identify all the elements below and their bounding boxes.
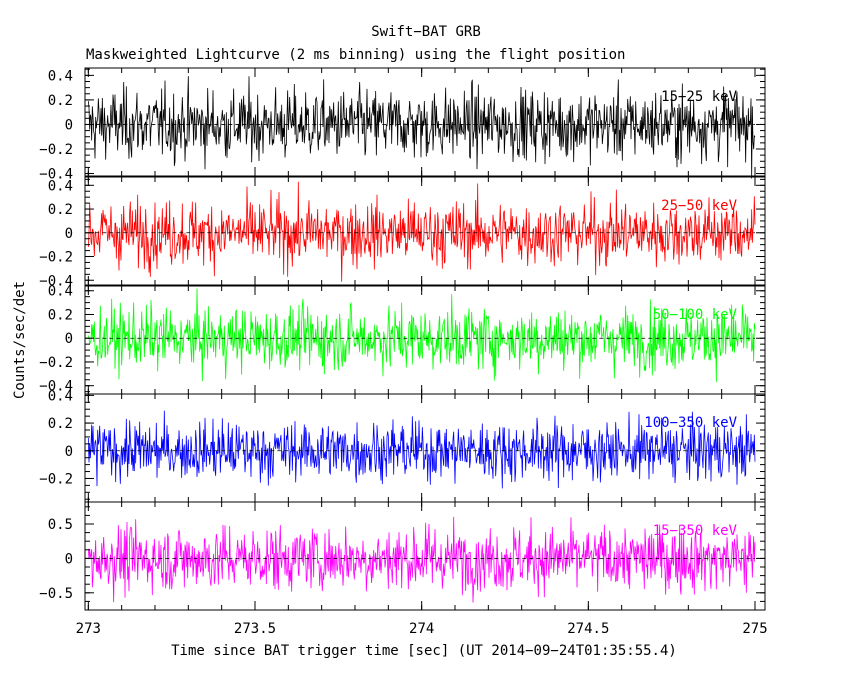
- y-tick-label-3-3: 0.2: [48, 307, 73, 323]
- series-label-1: 15−25 keV: [661, 89, 737, 105]
- y-tick-label-2-4: 0.4: [48, 178, 73, 194]
- chart-title: Swift−BAT GRB: [371, 24, 481, 40]
- y-tick-label-1-3: 0.2: [48, 93, 73, 109]
- y-axis-label: Counts/sec/det: [12, 281, 28, 399]
- y-tick-label-3-2: 0: [65, 331, 73, 347]
- y-tick-label-2-1: −0.2: [39, 250, 73, 266]
- y-tick-label-4-3: 0.4: [48, 388, 73, 404]
- series-line-1: [87, 76, 756, 179]
- series-line-4: [87, 410, 756, 489]
- x-tick-label-0: 273: [76, 621, 101, 637]
- y-tick-label-4-2: 0.2: [48, 416, 73, 432]
- series-line-3: [87, 288, 756, 383]
- x-tick-label-2: 274: [409, 621, 434, 637]
- x-tick-label-4: 275: [742, 621, 767, 637]
- panels: −0.4 −0.2 0 0.2 0.4 15−25 keV −0.4 −0.2 0 0.2 0.4 2…: [39, 67, 768, 637]
- y-tick-label-2-0: −0.4: [39, 273, 73, 289]
- series-label-3: 50−100 keV: [653, 307, 738, 323]
- y-tick-label-3-0: −0.4: [39, 379, 73, 395]
- y-tick-label-1-1: −0.2: [39, 142, 73, 158]
- y-tick-label-1-0: −0.4: [39, 167, 73, 183]
- y-tick-label-1-4: 0.4: [48, 68, 73, 84]
- series-label-2: 25−50 keV: [661, 198, 737, 214]
- y-tick-label-1-2: 0: [65, 117, 73, 133]
- y-tick-label-5-1: 0: [65, 551, 73, 567]
- panel-3: −0.4 −0.2 0 0.2 0.4 50−100 keV: [39, 284, 766, 395]
- x-axis-label: Time since BAT trigger time [sec] (UT 20…: [171, 643, 677, 659]
- panel-frame-2: [84, 176, 766, 286]
- panel-1: −0.4 −0.2 0 0.2 0.4 15−25 keV: [39, 67, 766, 183]
- panel-frame-1: [84, 67, 766, 177]
- y-tick-label-4-1: 0: [65, 444, 73, 460]
- y-tick-label-3-1: −0.2: [39, 355, 73, 371]
- x-tick-label-3: 274.5: [567, 621, 609, 637]
- series-line-5: [87, 516, 756, 603]
- y-tick-label-5-0: −0.5: [39, 586, 73, 602]
- panel-4: −0.2 0 0.2 0.4 100−350 keV: [39, 388, 766, 503]
- y-tick-label-4-0: −0.2: [39, 471, 73, 487]
- panel-frame-5: [84, 501, 766, 611]
- y-tick-label-2-2: 0: [65, 226, 73, 242]
- y-tick-label-2-3: 0.2: [48, 202, 73, 218]
- series-line-2: [87, 181, 756, 282]
- panel-5: −0.5 0 0.5 15−350 keV: [39, 501, 766, 611]
- chart-subtitle: Maskweighted Lightcurve (2 ms binning) u…: [86, 47, 625, 63]
- series-label-5: 15−350 keV: [653, 523, 738, 539]
- y-tick-label-5-2: 0.5: [48, 517, 73, 533]
- y-tick-label-3-4: 0.4: [48, 284, 73, 300]
- series-label-4: 100−350 keV: [644, 415, 737, 431]
- panel-2: −0.4 −0.2 0 0.2 0.4 25−50 keV: [39, 176, 766, 289]
- x-tick-label-1: 273.5: [234, 621, 276, 637]
